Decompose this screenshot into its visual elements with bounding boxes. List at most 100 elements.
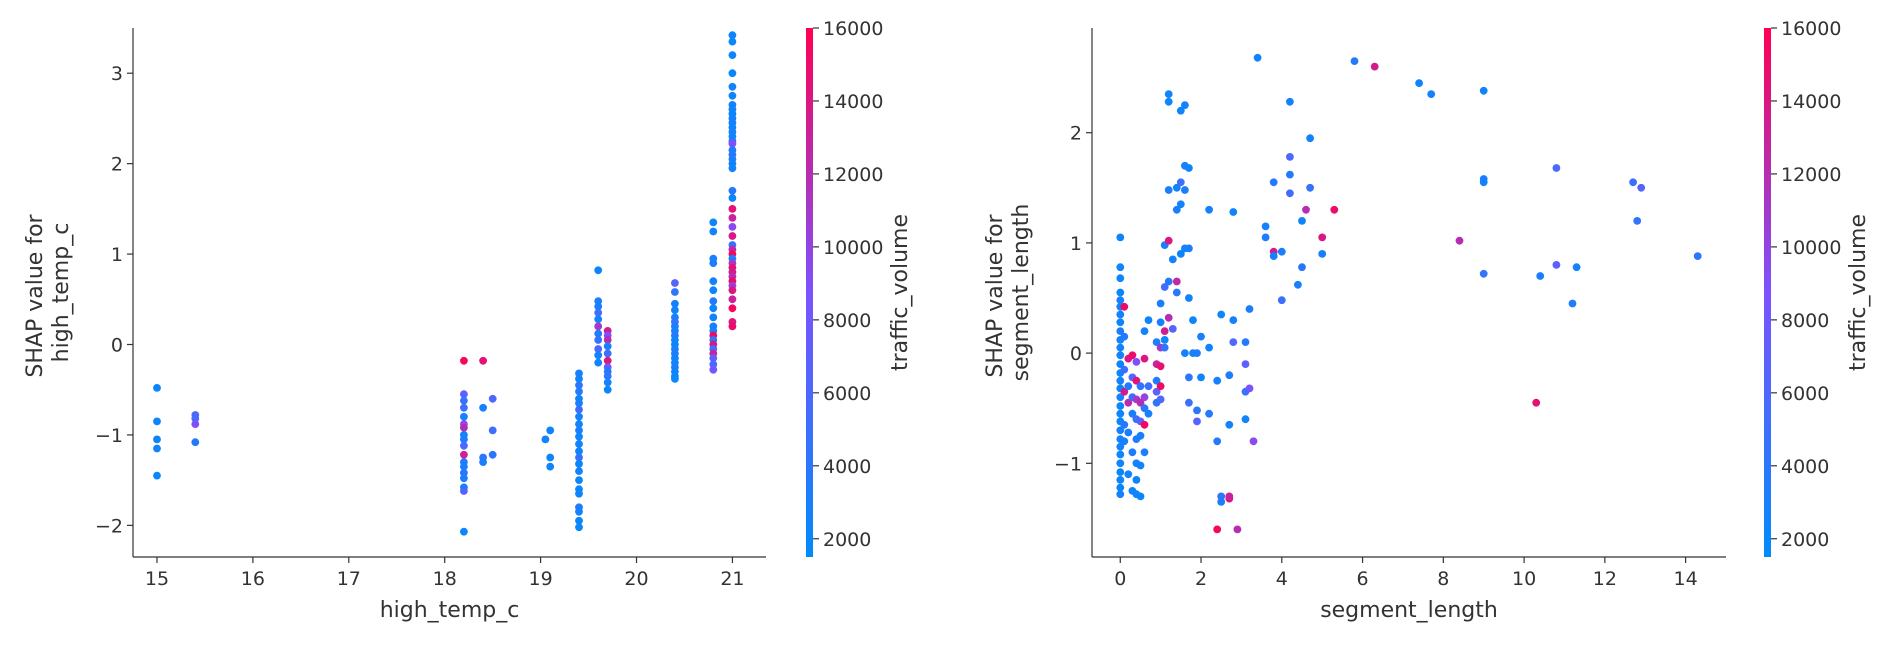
data-point bbox=[1124, 428, 1133, 437]
data-point bbox=[1116, 468, 1125, 476]
data-point bbox=[1116, 450, 1125, 459]
data-point bbox=[709, 354, 718, 362]
colorbar-tick-label: 14000 bbox=[823, 91, 883, 113]
colorbar-label-high-temp: traffic_volume bbox=[888, 214, 913, 371]
x-tick-label: 4 bbox=[1276, 568, 1288, 590]
data-point bbox=[1164, 313, 1173, 322]
data-point bbox=[1253, 53, 1262, 62]
data-point bbox=[594, 345, 603, 353]
x-tick-label: 6 bbox=[1357, 568, 1369, 590]
colorbar-gradient bbox=[806, 28, 813, 557]
data-point bbox=[575, 387, 583, 396]
data-point bbox=[1116, 351, 1125, 360]
data-point bbox=[1225, 371, 1234, 380]
data-point bbox=[594, 351, 603, 360]
data-point bbox=[1176, 178, 1185, 187]
colorbar-tick-label: 8000 bbox=[1781, 310, 1829, 332]
data-point bbox=[709, 286, 718, 295]
data-point bbox=[1536, 272, 1545, 280]
y-tick-label: 2 bbox=[1070, 123, 1082, 145]
data-point bbox=[603, 336, 612, 344]
data-point bbox=[1241, 415, 1250, 424]
data-point bbox=[1693, 252, 1702, 260]
data-point bbox=[709, 227, 718, 236]
data-point bbox=[728, 214, 737, 222]
data-point bbox=[1136, 492, 1145, 501]
data-point bbox=[575, 412, 583, 421]
data-point bbox=[728, 322, 737, 331]
y-axis-label-high-temp: SHAP value for high_temp_c bbox=[23, 207, 74, 377]
data-point bbox=[1217, 492, 1226, 501]
data-point bbox=[1181, 186, 1189, 194]
data-point bbox=[1144, 382, 1153, 391]
data-point bbox=[594, 336, 603, 344]
colorbar-tick-label: 12000 bbox=[1781, 164, 1841, 186]
data-point bbox=[1156, 382, 1165, 391]
data-point bbox=[460, 412, 468, 421]
data-point bbox=[594, 266, 603, 275]
data-point bbox=[594, 308, 603, 317]
y-tick-label: 1 bbox=[111, 244, 123, 266]
data-point bbox=[594, 329, 603, 338]
data-point bbox=[1116, 442, 1125, 451]
data-point bbox=[575, 405, 583, 414]
y-axis-label-line-1: SHAP value for bbox=[23, 213, 48, 377]
data-point bbox=[1124, 470, 1133, 479]
data-point bbox=[1164, 277, 1173, 286]
x-tick-label: 8 bbox=[1437, 568, 1449, 590]
data-point bbox=[1479, 269, 1488, 278]
data-point bbox=[594, 297, 603, 305]
colorbar-tick-label: 4000 bbox=[823, 456, 871, 478]
data-point bbox=[709, 304, 718, 313]
data-point bbox=[575, 476, 583, 484]
y-tick-label: 1 bbox=[1070, 233, 1082, 255]
data-point bbox=[1140, 420, 1149, 429]
data-point bbox=[575, 460, 583, 468]
data-point bbox=[1269, 252, 1278, 260]
data-point bbox=[1152, 376, 1161, 385]
data-point bbox=[728, 91, 737, 100]
data-point bbox=[603, 372, 612, 380]
data-point bbox=[1241, 338, 1250, 346]
data-point bbox=[1156, 318, 1165, 327]
data-point bbox=[1156, 395, 1165, 404]
data-point bbox=[1205, 205, 1213, 214]
y-axis-label-line-2: high_temp_c bbox=[49, 223, 74, 363]
data-point bbox=[1116, 476, 1125, 484]
data-point bbox=[1116, 459, 1125, 468]
data-point bbox=[1269, 178, 1278, 187]
data-point bbox=[1217, 310, 1226, 319]
data-point bbox=[546, 426, 555, 435]
data-point bbox=[1193, 417, 1201, 426]
x-tick-label: 17 bbox=[337, 568, 361, 590]
data-point bbox=[1156, 362, 1165, 371]
data-point bbox=[1185, 244, 1193, 253]
data-point bbox=[1479, 86, 1488, 95]
data-point bbox=[1132, 376, 1141, 385]
colorbar-tick-label: 4000 bbox=[1781, 456, 1829, 478]
data-point bbox=[575, 453, 583, 462]
data-point bbox=[488, 394, 497, 403]
data-point bbox=[575, 369, 583, 378]
x-tick-label: 14 bbox=[1674, 568, 1698, 590]
data-point bbox=[728, 186, 737, 195]
colorbar-tick-label: 2000 bbox=[1781, 529, 1829, 551]
data-point bbox=[1168, 255, 1177, 264]
data-point bbox=[1120, 387, 1129, 396]
data-point bbox=[728, 286, 737, 295]
data-point bbox=[1532, 398, 1541, 407]
colorbar-tick-label: 12000 bbox=[823, 164, 883, 186]
data-point bbox=[1116, 263, 1125, 272]
x-tick-label: 16 bbox=[241, 568, 265, 590]
data-point bbox=[1128, 409, 1137, 418]
data-point bbox=[1156, 299, 1165, 308]
data-point bbox=[1176, 106, 1185, 115]
data-point bbox=[1116, 376, 1125, 385]
data-point bbox=[1185, 373, 1193, 382]
data-point bbox=[594, 358, 603, 367]
x-axis-high-temp: 15 16 17 18 19 20 21 bbox=[133, 556, 766, 590]
data-point bbox=[575, 447, 583, 456]
data-point bbox=[1306, 134, 1314, 143]
data-point bbox=[1330, 205, 1339, 214]
data-point bbox=[1213, 437, 1222, 446]
